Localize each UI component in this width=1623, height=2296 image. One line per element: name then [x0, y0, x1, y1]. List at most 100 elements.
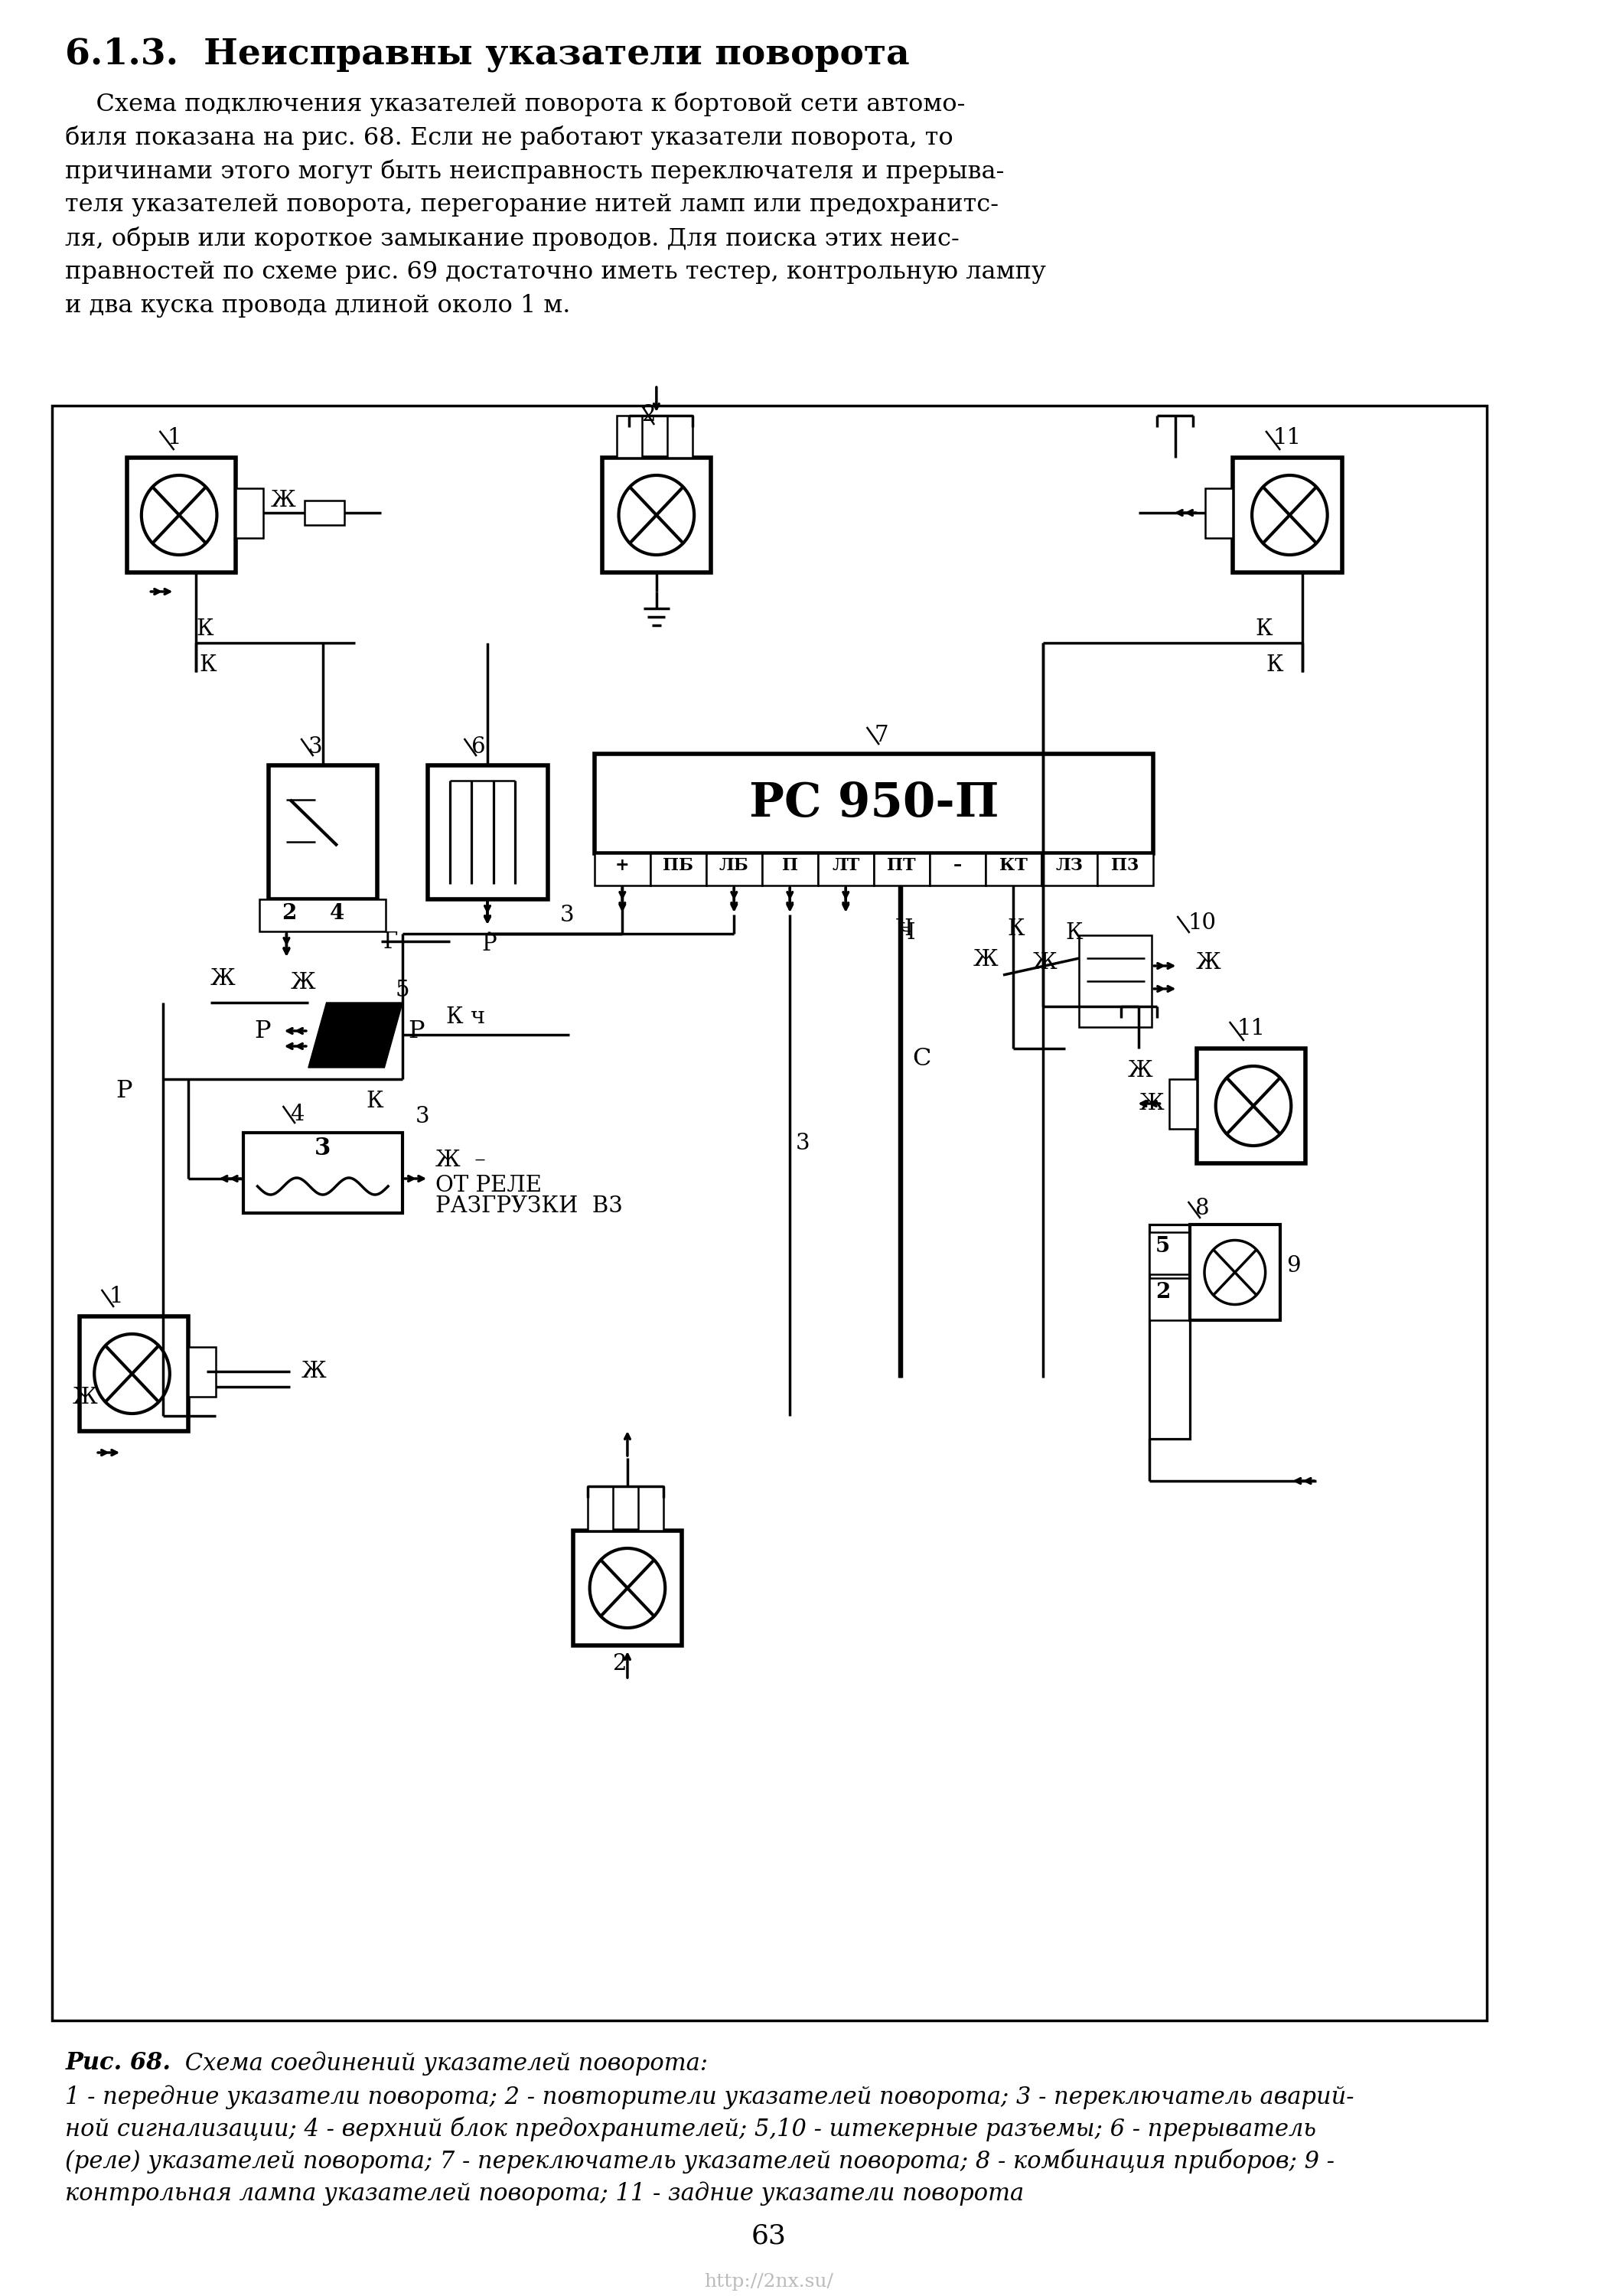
Text: 5: 5	[396, 980, 409, 1001]
Bar	[602, 457, 711, 572]
Text: 3: 3	[308, 737, 323, 758]
Bar	[617, 416, 643, 457]
Bar	[52, 406, 1487, 2020]
Bar	[573, 1531, 682, 1646]
Bar	[985, 854, 1042, 886]
Text: Р: Р	[409, 1019, 425, 1042]
Text: Ж: Ж	[211, 969, 235, 990]
Text: Схема соединений указателей поворота:: Схема соединений указателей поворота:	[177, 2050, 708, 2076]
Text: ЛЗ: ЛЗ	[1055, 856, 1083, 875]
Text: К: К	[1255, 618, 1272, 641]
Text: Ж: Ж	[1032, 953, 1057, 974]
Text: К: К	[200, 654, 217, 675]
Bar	[1206, 489, 1233, 537]
Bar	[1190, 1224, 1281, 1320]
Bar	[1149, 1224, 1190, 1440]
Bar	[305, 501, 344, 526]
Text: ЛБ: ЛБ	[719, 856, 748, 875]
Bar	[127, 457, 235, 572]
Text: 63: 63	[751, 2223, 787, 2250]
Text: Ж: Ж	[974, 948, 998, 971]
Text: Р: Р	[482, 934, 497, 955]
Bar	[1196, 1049, 1305, 1164]
Text: 1: 1	[167, 427, 182, 448]
Bar	[930, 854, 985, 886]
Text: 3: 3	[795, 1132, 810, 1155]
Text: http://2nx.su/: http://2nx.su/	[704, 2273, 834, 2291]
Text: 7: 7	[875, 726, 888, 746]
Bar	[243, 1132, 403, 1212]
Text: Ж: Ж	[73, 1387, 97, 1407]
Text: К: К	[196, 618, 213, 641]
Text: К: К	[1266, 654, 1284, 675]
Text: 9: 9	[1285, 1256, 1300, 1277]
Text: Ж: Ж	[291, 971, 315, 994]
Text: и два куска провода длиной около 1 м.: и два куска провода длиной около 1 м.	[65, 294, 571, 317]
Text: Г: Г	[383, 932, 398, 953]
Text: П: П	[782, 856, 799, 875]
Text: контрольная лампа указателей поворота; 11 - задние указатели поворота: контрольная лампа указателей поворота; 1…	[65, 2181, 1024, 2206]
Text: 5: 5	[1156, 1235, 1170, 1256]
Text: Р: Р	[117, 1079, 133, 1102]
Text: 6: 6	[471, 737, 485, 758]
Bar	[1149, 1279, 1190, 1320]
Text: 8: 8	[1196, 1199, 1209, 1219]
Text: ПБ: ПБ	[662, 856, 693, 875]
Text: Схема подключения указателей поворота к бортовой сети автомо-: Схема подключения указателей поворота к …	[65, 92, 966, 117]
Bar	[428, 765, 547, 900]
Bar	[80, 1316, 188, 1430]
Text: 11: 11	[1237, 1017, 1264, 1040]
Text: 6.1.3.  Неисправны указатели поворота: 6.1.3. Неисправны указатели поворота	[65, 37, 911, 71]
Text: 2: 2	[281, 902, 297, 923]
Text: Ж: Ж	[1139, 1093, 1164, 1114]
Text: 2: 2	[643, 404, 656, 425]
Text: ПТ: ПТ	[888, 856, 915, 875]
Text: Р: Р	[253, 1019, 271, 1042]
Text: 1 - передние указатели поворота; 2 - повторители указателей поворота; 3 - перекл: 1 - передние указатели поворота; 2 - пов…	[65, 2085, 1354, 2110]
Text: биля показана на рис. 68. Если не работают указатели поворота, то: биля показана на рис. 68. Если не работа…	[65, 126, 953, 149]
Text: Ч: Ч	[896, 918, 914, 939]
Bar	[1079, 934, 1152, 1026]
Text: Ч: Ч	[898, 923, 915, 944]
Text: 2: 2	[613, 1653, 626, 1674]
Text: Ж: Ж	[1196, 953, 1220, 974]
Text: правностей по схеме рис. 69 достаточно иметь тестер, контрольную лампу: правностей по схеме рис. 69 достаточно и…	[65, 259, 1047, 285]
Bar	[763, 854, 818, 886]
Bar	[1233, 457, 1342, 572]
Text: РС 950-П: РС 950-П	[750, 781, 1000, 827]
Text: К: К	[1008, 918, 1024, 939]
Text: 3: 3	[560, 905, 575, 925]
Text: Рис. 68.: Рис. 68.	[65, 2050, 170, 2076]
Text: Ж: Ж	[271, 489, 295, 512]
Bar	[706, 854, 763, 886]
Text: 3: 3	[315, 1137, 331, 1159]
Text: 4: 4	[329, 902, 344, 923]
Text: 10: 10	[1188, 912, 1216, 934]
Text: 4: 4	[291, 1104, 304, 1125]
Bar	[667, 416, 693, 457]
Bar	[638, 1486, 664, 1531]
Bar	[1169, 1079, 1196, 1130]
Text: ной сигнализации; 4 - верхний блок предохранителей; 5,10 - штекерные разъемы; 6 : ной сигнализации; 4 - верхний блок предо…	[65, 2117, 1316, 2142]
Text: 1: 1	[109, 1286, 123, 1306]
Text: 2: 2	[1156, 1281, 1170, 1302]
Text: ЛТ: ЛТ	[833, 856, 860, 875]
Text: –: –	[953, 856, 962, 875]
Text: причинами этого могут быть неисправность переключателя и прерыва-: причинами этого могут быть неисправность…	[65, 158, 1005, 184]
Bar	[188, 1348, 216, 1396]
Bar	[268, 765, 377, 900]
Bar	[594, 753, 1154, 854]
Text: ОТ РЕЛЕ: ОТ РЕЛЕ	[435, 1176, 542, 1196]
Text: 3: 3	[415, 1107, 430, 1127]
Bar	[651, 854, 706, 886]
Bar	[1042, 854, 1097, 886]
Text: (реле) указателей поворота; 7 - переключатель указателей поворота; 8 - комбинаци: (реле) указателей поворота; 7 - переключ…	[65, 2149, 1334, 2174]
Text: +: +	[615, 856, 630, 875]
Text: Ж  –: Ж –	[435, 1150, 485, 1171]
Bar	[1149, 1233, 1190, 1274]
Bar	[235, 489, 263, 537]
Text: П3: П3	[1112, 856, 1139, 875]
Bar	[588, 1486, 613, 1531]
Bar	[1097, 854, 1154, 886]
Text: РАЗГРУЗКИ  В3: РАЗГРУЗКИ В3	[435, 1196, 623, 1217]
